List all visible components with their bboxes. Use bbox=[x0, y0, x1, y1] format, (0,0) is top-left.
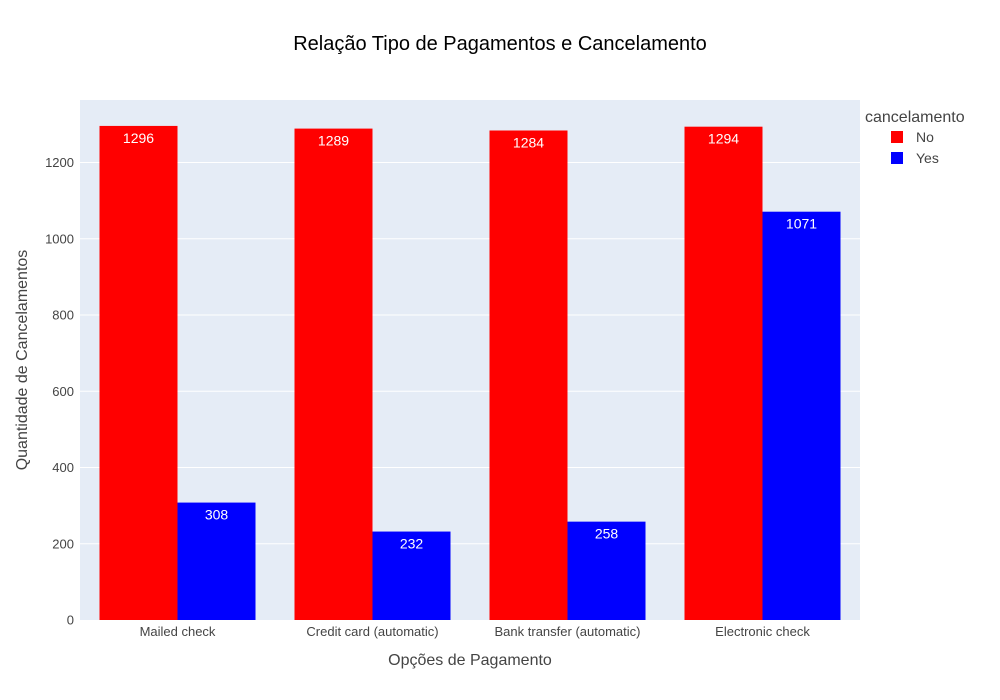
x-tick-label: Mailed check bbox=[140, 624, 216, 639]
bar-yes-2 bbox=[567, 521, 646, 620]
data-label: 1284 bbox=[513, 134, 544, 150]
x-tick-label: Bank transfer (automatic) bbox=[495, 624, 641, 639]
x-axis-title: Opções de Pagamento bbox=[388, 652, 552, 669]
y-axis-title: Quantidade de Cancelamentos bbox=[14, 250, 31, 471]
legend: cancelamento No Yes bbox=[865, 109, 965, 166]
y-tick-label: 1200 bbox=[45, 155, 74, 170]
x-tick-label: Credit card (automatic) bbox=[306, 624, 438, 639]
bar-no-2 bbox=[489, 130, 568, 620]
bar-yes-3 bbox=[762, 211, 841, 621]
bar-no-1 bbox=[294, 128, 373, 620]
bar-yes-1 bbox=[372, 531, 451, 620]
y-axis-ticks: 0 200 400 600 800 1000 1200 bbox=[45, 155, 74, 627]
data-label: 1294 bbox=[708, 131, 739, 147]
x-axis-ticks: Mailed check Credit card (automatic) Bank … bbox=[140, 624, 811, 639]
y-tick-label: 400 bbox=[52, 460, 74, 475]
y-tick-label: 200 bbox=[52, 536, 74, 551]
bar-yes-0 bbox=[177, 502, 256, 620]
data-label: 258 bbox=[595, 526, 619, 542]
data-labels: 1296 1289 1284 1294 308 232 258 1071 bbox=[123, 130, 817, 552]
legend-label: Yes bbox=[916, 150, 939, 166]
data-label: 308 bbox=[205, 507, 229, 523]
data-label: 1296 bbox=[123, 130, 154, 146]
legend-title: cancelamento bbox=[865, 109, 965, 126]
y-tick-label: 800 bbox=[52, 308, 74, 323]
bar-no-3 bbox=[684, 126, 763, 620]
bars bbox=[99, 125, 841, 621]
data-label: 232 bbox=[400, 536, 424, 552]
data-label: 1289 bbox=[318, 133, 349, 149]
legend-swatch-no bbox=[891, 131, 903, 143]
chart-title: Relação Tipo de Pagamentos e Cancelament… bbox=[293, 33, 707, 55]
bar-no-0 bbox=[99, 125, 178, 620]
legend-swatch-yes bbox=[891, 152, 903, 164]
legend-label: No bbox=[916, 129, 934, 145]
y-tick-label: 1000 bbox=[45, 231, 74, 246]
y-tick-label: 0 bbox=[67, 613, 74, 628]
x-tick-label: Electronic check bbox=[715, 624, 810, 639]
data-label: 1071 bbox=[786, 216, 817, 232]
y-tick-label: 600 bbox=[52, 384, 74, 399]
